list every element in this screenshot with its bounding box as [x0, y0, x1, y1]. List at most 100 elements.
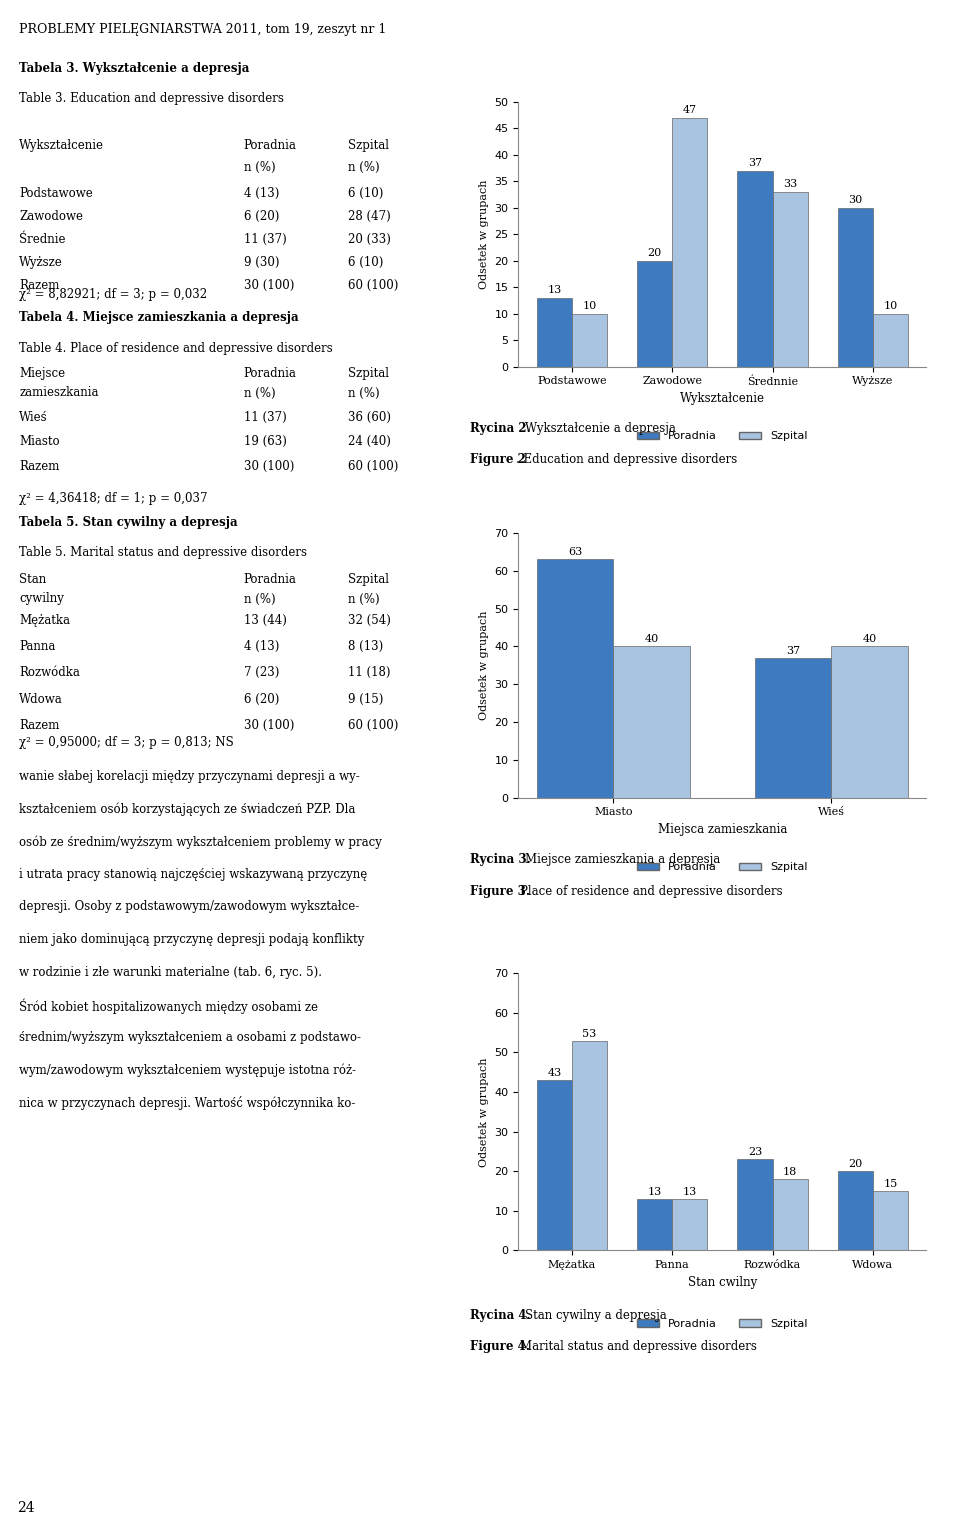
Text: Stan: Stan	[19, 573, 46, 585]
Bar	[737, 1160, 773, 1250]
Bar	[756, 658, 831, 798]
Text: Śród kobiet hospitalizowanych między osobami ze: Śród kobiet hospitalizowanych między oso…	[19, 998, 318, 1013]
Text: 43: 43	[547, 1069, 562, 1078]
Text: 6 (20): 6 (20)	[244, 693, 279, 705]
Text: Wykształcenie a depresja: Wykształcenie a depresja	[525, 422, 676, 434]
Text: 60 (100): 60 (100)	[348, 279, 397, 291]
Text: i utrata pracy stanowią najczęściej wskazywaną przyczynę: i utrata pracy stanowią najczęściej wska…	[19, 867, 368, 881]
Text: 33: 33	[783, 179, 797, 189]
Bar	[672, 117, 708, 367]
Text: Rycina 2.: Rycina 2.	[470, 422, 531, 434]
Text: Wieś: Wieś	[19, 411, 48, 424]
Text: 60 (100): 60 (100)	[348, 459, 397, 473]
Text: wanie słabej korelacji między przyczynami depresji a wy-: wanie słabej korelacji między przyczynam…	[19, 770, 360, 782]
Bar	[838, 208, 873, 367]
Text: w rodzinie i złe warunki materialne (tab. 6, ryc. 5).: w rodzinie i złe warunki materialne (tab…	[19, 966, 323, 978]
Text: Place of residence and depressive disorders: Place of residence and depressive disord…	[520, 884, 783, 898]
Text: Miejsce: Miejsce	[19, 367, 65, 379]
Bar	[831, 647, 908, 798]
Text: Rycina 4.: Rycina 4.	[470, 1309, 531, 1321]
X-axis label: Stan cwilny: Stan cwilny	[687, 1275, 757, 1289]
Text: osób ze średnim/wyższym wykształceniem problemy w pracy: osób ze średnim/wyższym wykształceniem p…	[19, 835, 382, 849]
Text: 19 (63): 19 (63)	[244, 436, 287, 448]
Bar	[572, 314, 607, 367]
Text: Panna: Panna	[19, 641, 56, 653]
Text: Średnie: Średnie	[19, 233, 65, 246]
Text: 13: 13	[547, 285, 562, 296]
Text: Szpital: Szpital	[348, 367, 389, 379]
Text: 13: 13	[648, 1187, 661, 1197]
Text: Table 5. Marital status and depressive disorders: Table 5. Marital status and depressive d…	[19, 547, 307, 559]
Text: Szpital: Szpital	[348, 573, 389, 585]
Text: Poradnia: Poradnia	[244, 367, 297, 379]
Text: 23: 23	[748, 1147, 762, 1158]
Text: n (%): n (%)	[348, 593, 379, 605]
Bar	[637, 260, 672, 367]
Text: 30 (100): 30 (100)	[244, 279, 294, 291]
Text: zamieszkania: zamieszkania	[19, 387, 99, 399]
Text: 7 (23): 7 (23)	[244, 667, 279, 679]
Text: 11 (18): 11 (18)	[348, 667, 390, 679]
Bar	[773, 1180, 807, 1250]
Bar	[537, 297, 572, 367]
Text: Mężatka: Mężatka	[19, 613, 70, 627]
Text: 4 (13): 4 (13)	[244, 188, 279, 200]
Text: n (%): n (%)	[244, 593, 276, 605]
Bar	[537, 1080, 572, 1250]
Text: depresji. Osoby z podstawowym/zawodowym wykształce-: depresji. Osoby z podstawowym/zawodowym …	[19, 901, 359, 913]
Text: Razem: Razem	[19, 279, 60, 291]
Bar	[873, 1190, 908, 1250]
Text: 63: 63	[568, 547, 583, 557]
Text: Razem: Razem	[19, 719, 60, 733]
Text: 20: 20	[848, 1160, 862, 1169]
Bar	[672, 1200, 708, 1250]
Text: 30: 30	[848, 196, 862, 205]
Text: kształceniem osób korzystających ze świadczeń PZP. Dla: kształceniem osób korzystających ze świa…	[19, 802, 355, 816]
Text: Zawodowe: Zawodowe	[19, 209, 84, 223]
Text: Razem: Razem	[19, 459, 60, 473]
Bar	[873, 314, 908, 367]
Text: Marital status and depressive disorders: Marital status and depressive disorders	[520, 1340, 757, 1354]
Bar	[737, 171, 773, 367]
Text: wym/zawodowym wykształceniem występuje istotna róż-: wym/zawodowym wykształceniem występuje i…	[19, 1063, 356, 1076]
Text: 30 (100): 30 (100)	[244, 719, 294, 733]
Text: Wykształcenie: Wykształcenie	[19, 139, 105, 151]
Text: Szpital: Szpital	[348, 139, 389, 151]
Text: χ² = 0,95000; df = 3; p = 0,813; NS: χ² = 0,95000; df = 3; p = 0,813; NS	[19, 736, 234, 748]
Text: 13: 13	[683, 1187, 697, 1197]
Text: 18: 18	[783, 1167, 797, 1177]
Bar	[613, 647, 689, 798]
Legend: Poradnia, Szpital: Poradnia, Szpital	[633, 427, 812, 445]
Bar	[838, 1172, 873, 1250]
Y-axis label: Odsetek w grupach: Odsetek w grupach	[479, 179, 489, 290]
Text: 9 (15): 9 (15)	[348, 693, 383, 705]
Text: χ² = 8,82921; df = 3; p = 0,032: χ² = 8,82921; df = 3; p = 0,032	[19, 288, 207, 300]
Text: Wyższe: Wyższe	[19, 256, 63, 268]
Text: 6 (20): 6 (20)	[244, 209, 279, 223]
Text: Tabela 5. Stan cywilny a depresja: Tabela 5. Stan cywilny a depresja	[19, 516, 238, 528]
Text: Rycina 3.: Rycina 3.	[470, 853, 531, 865]
Text: Figure 4.: Figure 4.	[470, 1340, 530, 1354]
Text: Miasto: Miasto	[19, 436, 60, 448]
Legend: Poradnia, Szpital: Poradnia, Szpital	[633, 858, 812, 876]
Text: n (%): n (%)	[244, 160, 276, 174]
Text: 40: 40	[862, 634, 876, 644]
Text: Rozwódka: Rozwódka	[19, 667, 80, 679]
Text: nica w przyczynach depresji. Wartość współczynnika ko-: nica w przyczynach depresji. Wartość wsp…	[19, 1096, 355, 1110]
Text: 9 (30): 9 (30)	[244, 256, 279, 268]
Text: 6 (10): 6 (10)	[348, 188, 383, 200]
Text: 37: 37	[786, 645, 801, 656]
Text: Poradnia: Poradnia	[244, 139, 297, 151]
Text: Figure 3.: Figure 3.	[470, 884, 530, 898]
Bar	[572, 1041, 607, 1250]
Text: 30 (100): 30 (100)	[244, 459, 294, 473]
Text: 4 (13): 4 (13)	[244, 641, 279, 653]
Text: średnim/wyższym wykształceniem a osobami z podstawo-: średnim/wyższym wykształceniem a osobami…	[19, 1030, 361, 1044]
X-axis label: Wykształcenie: Wykształcenie	[680, 393, 765, 405]
Text: 28 (47): 28 (47)	[348, 209, 391, 223]
Text: 36 (60): 36 (60)	[348, 411, 391, 424]
Text: Tabela 4. Miejsce zamieszkania a depresja: Tabela 4. Miejsce zamieszkania a depresj…	[19, 311, 299, 323]
Text: . Education and depressive disorders: . Education and depressive disorders	[516, 453, 736, 467]
Text: 40: 40	[644, 634, 659, 644]
Text: 37: 37	[748, 159, 762, 168]
